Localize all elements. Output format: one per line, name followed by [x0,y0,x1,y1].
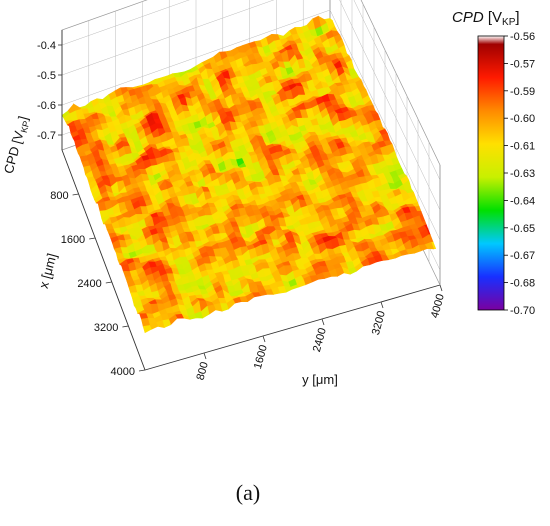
y-tick-label: 1600 [252,344,270,371]
grid-line [61,9,441,241]
y-tick-mark [439,284,443,292]
z-tick-label: -0.6 [37,100,56,112]
colorbar-title-suffix: ] [515,9,519,26]
colorbar-tick-label: -0.65 [510,223,535,235]
figure-caption: (a) [236,480,260,505]
colorbar-tick-label: -0.70 [510,305,535,317]
z-axis-title-main: CPD [V [1,129,27,175]
y-tick-label: 800 [195,361,211,382]
y-axis-ticks: 800 1600 2400 3200 4000 [195,284,447,382]
colorbar-tick-label: -0.68 [510,278,535,290]
colorbar-tick-label: -0.61 [510,141,535,153]
z-tick-label: -0.7 [37,130,56,142]
colorbar-title-unit: [V [488,9,502,26]
colorbar-ticks: -0.56 -0.57 -0.59 -0.60 -0.61 -0.63 -0.64 -0.65… [504,31,535,317]
z-axis-title-sub: KP [19,120,32,134]
surface-plot [61,15,441,334]
y-tick-mark [380,301,384,309]
z-axis-ticks: -0.4 -0.5 -0.6 -0.7 [37,40,62,142]
colorbar-tick-label: -0.63 [510,168,535,180]
z-tick-label: -0.4 [37,40,56,52]
x-tick-mark [105,281,112,284]
y-tick-mark [321,318,325,326]
x-tick-label: 4000 [111,366,135,378]
colorbar-tick-label: -0.57 [510,58,535,70]
z-axis-title-suffix: ] [15,114,30,121]
colorbar-title-sub: KP [502,17,516,28]
colorbar-scale [477,35,505,311]
x-axis-title: x [μm] [36,252,60,290]
y-tick-label: 2400 [311,327,329,354]
grid-line [61,0,441,211]
y-tick-mark [203,352,207,360]
x-tick-mark [122,325,129,328]
y-tick-mark [262,335,266,343]
surface-cell [142,325,152,334]
x-tick-label: 800 [50,190,68,202]
x-tick-label: 2400 [77,278,101,290]
surface-cell [141,317,150,327]
y-tick-label: 4000 [429,293,447,320]
z-axis-title: CPD [VKP] [1,114,33,175]
colorbar-tick-label: -0.64 [510,195,535,207]
x-tick-label: 1600 [61,234,85,246]
z-tick-label: -0.5 [37,70,56,82]
x-tick-label: 3200 [94,322,118,334]
x-tick-mark [138,369,146,372]
colorbar-tick-label: -0.56 [510,31,535,43]
grid-line [61,0,441,181]
y-axis-title: y [μm] [302,372,338,387]
colorbar-tick-label: -0.60 [510,113,535,125]
y-tick-label: 3200 [370,310,388,337]
colorbar-title-quantity: CPD [452,9,484,26]
x-tick-mark [72,193,79,196]
colorbar-tick-label: -0.67 [510,250,535,262]
x-tick-mark [89,237,96,240]
colorbar-title: CPD [VKP] [452,9,520,28]
colorbar: CPD [VKP] -0.56 -0.57 -0.59 -0.60 -0.61 -0.63… [452,9,535,317]
x-axis-ticks: 800 1600 2400 3200 4000 [50,190,146,378]
colorbar-tick-label: -0.59 [510,86,535,98]
